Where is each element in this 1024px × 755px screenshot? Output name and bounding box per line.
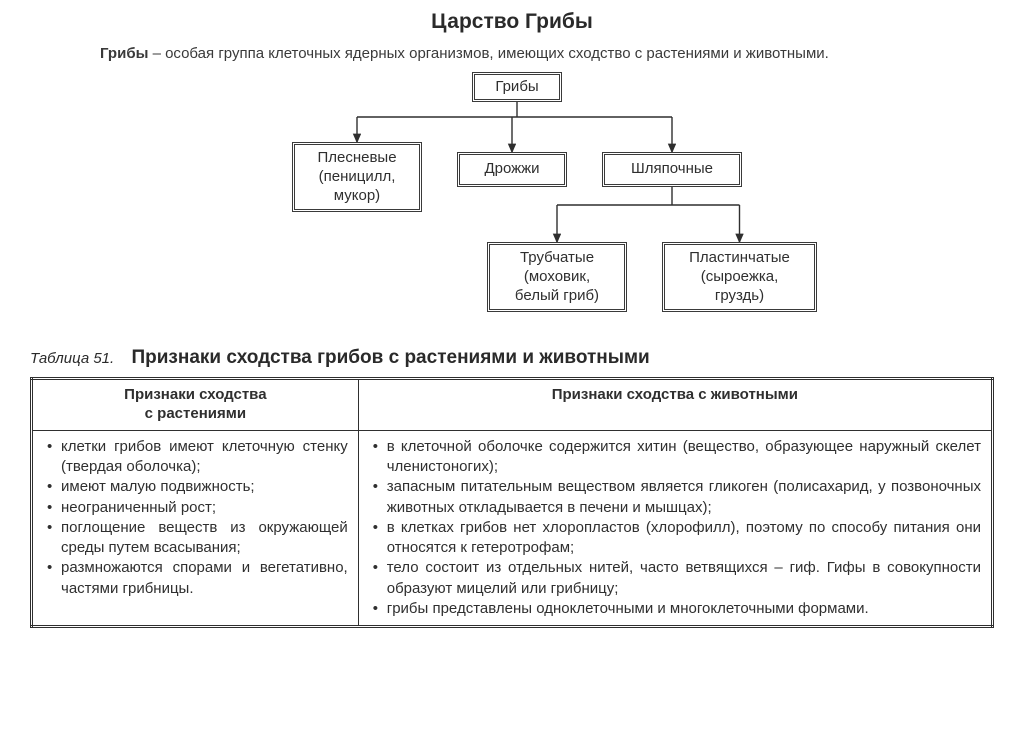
similarity-table: Признаки сходствас растениямиПризнаки сх… (30, 377, 994, 628)
feature-item: имеют малую подвижность; (43, 477, 348, 497)
diagram-node-cap: Шляпочные (602, 152, 742, 187)
intro-paragraph: Грибы – особая группа клеточных ядерных … (30, 44, 994, 64)
diagram-node-tube: Трубчатые(моховик,белый гриб) (487, 242, 627, 312)
feature-item: размножаются спорами и вегетативно, част… (43, 558, 348, 599)
intro-rest: – особая группа клеточных ядерных органи… (148, 45, 828, 62)
feature-item: запасным питательным веществом является … (369, 477, 981, 518)
feature-item: неограниченный рост; (43, 498, 348, 518)
feature-item: грибы представлены одноклеточными и мног… (369, 599, 981, 619)
table-row: клетки грибов имеют клеточную стенку (тв… (32, 430, 993, 626)
table-cell: клетки грибов имеют клеточную стенку (тв… (32, 430, 359, 626)
feature-item: клетки грибов имеют клеточную стенку (тв… (43, 437, 348, 478)
diagram-node-mold: Плесневые(пеницилл,мукор) (292, 142, 422, 212)
feature-item: тело состоит из отдельных нитей, часто в… (369, 558, 981, 599)
page-title: Царство Грибы (30, 10, 994, 34)
intro-lead: Грибы (100, 45, 148, 62)
diagram-node-root: Грибы (472, 72, 562, 102)
table-header-0: Признаки сходствас растениями (32, 379, 359, 431)
table-title: Признаки сходства грибов с растениями и … (131, 347, 649, 368)
feature-item: поглощение веществ из окружающей среды п… (43, 518, 348, 559)
fungi-tree-diagram: Грибы Плесневые(пеницилл,мукор) Дрожжи Шляп… (152, 72, 872, 332)
feature-item: в клеточной оболочке содержится хитин (в… (369, 437, 981, 478)
table-cell: в клеточной оболочке содержится хитин (в… (358, 430, 992, 626)
diagram-node-yeast: Дрожжи (457, 152, 567, 187)
diagram-node-plate: Пластинчатые(сыроежка,груздь) (662, 242, 817, 312)
table-header-1: Признаки сходства с животными (358, 379, 992, 431)
table-caption: Таблица 51. Признаки сходства грибов с р… (30, 347, 994, 369)
table-number: Таблица 51. (30, 350, 114, 367)
feature-item: в клетках грибов нет хлоропластов (хлоро… (369, 518, 981, 559)
